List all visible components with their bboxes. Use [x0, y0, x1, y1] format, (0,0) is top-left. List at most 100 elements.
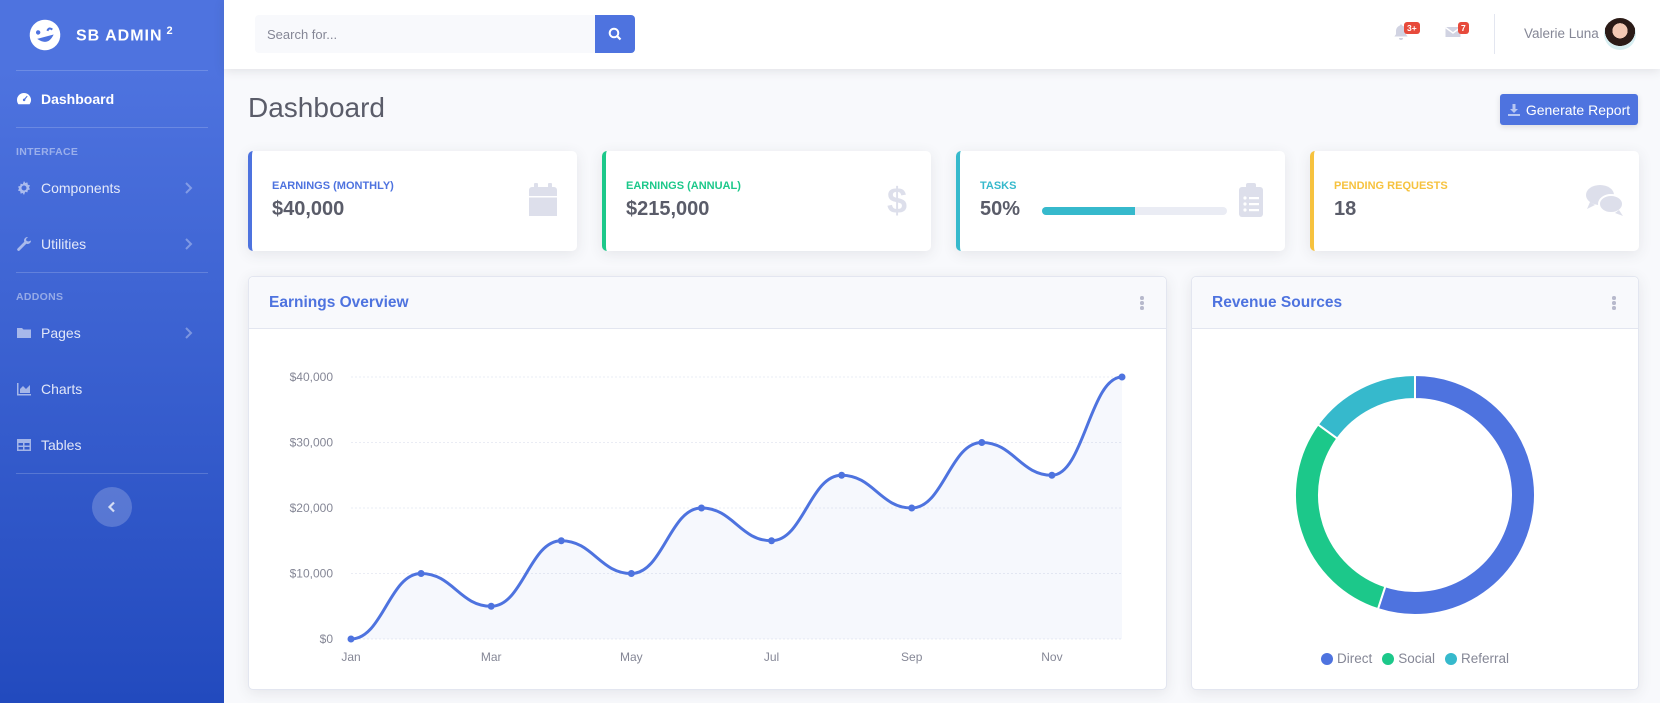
- messages-badge: 7: [1458, 22, 1469, 34]
- laugh-wink-icon: [29, 19, 61, 51]
- chevron-right-icon: [185, 327, 193, 339]
- stat-value: 18: [1334, 198, 1357, 220]
- donut-slice-social[interactable]: [1294, 423, 1387, 611]
- card-header: Earnings Overview: [249, 277, 1166, 329]
- legend-item-referral: Referral: [1445, 651, 1509, 666]
- dollar-icon: $: [887, 182, 907, 218]
- legend-dot: [1320, 652, 1333, 665]
- sidebar-item-label: Dashboard: [41, 91, 115, 107]
- sidebar-item-charts[interactable]: Charts: [0, 361, 224, 417]
- revenue-sources-card: Revenue Sources Direct Social Referral: [1191, 276, 1639, 690]
- y-tick-label: $20,000: [290, 501, 334, 515]
- stat-card-tasks: Tasks 50%: [956, 151, 1285, 251]
- data-point[interactable]: [838, 471, 846, 479]
- more-options-icon[interactable]: [1612, 296, 1616, 310]
- sidebar-heading-interface: Interface: [16, 146, 79, 158]
- tachometer-icon: [17, 93, 31, 105]
- search-form: [255, 15, 635, 53]
- donut-slice-referral[interactable]: [1316, 373, 1416, 440]
- sidebar-item-utilities[interactable]: Utilities: [0, 216, 224, 272]
- data-point[interactable]: [1118, 373, 1126, 381]
- page-title: Dashboard: [248, 92, 385, 123]
- topbar: 3+ 7 Valerie Luna: [224, 0, 1660, 69]
- earnings-area-chart: $0 $10,000 $20,000 $30,000 $40,000 Jan Mar May J…: [290, 370, 1126, 664]
- earnings-overview-card: Earnings Overview $0 $10,000 $20,000 $30,00…: [248, 276, 1167, 690]
- legend-dot: [1382, 652, 1395, 665]
- sidebar-item-label: Charts: [41, 381, 83, 397]
- sidebar-item-pages[interactable]: Pages: [0, 305, 224, 361]
- data-point[interactable]: [627, 570, 635, 577]
- sidebar-divider: [16, 70, 208, 71]
- brand-name: SB Admin 2: [76, 24, 174, 45]
- card-header: Revenue Sources: [1192, 277, 1638, 329]
- search-icon: [608, 27, 622, 41]
- brand[interactable]: SB Admin 2: [0, 0, 224, 70]
- y-tick-label: $30,000: [290, 436, 334, 450]
- sidebar-heading-addons: Addons: [16, 291, 64, 303]
- sidebar-item-label: Pages: [41, 325, 81, 341]
- stat-value: $40,000: [272, 198, 345, 220]
- sidebar-divider: [16, 473, 208, 474]
- legend-label: Social: [1398, 651, 1436, 666]
- legend-label: Direct: [1336, 651, 1373, 666]
- search-input[interactable]: [255, 15, 596, 53]
- data-point[interactable]: [417, 570, 425, 577]
- sidebar-item-tables[interactable]: Tables: [0, 417, 224, 473]
- data-point[interactable]: [487, 602, 495, 610]
- stat-label: Pending Requests: [1334, 180, 1448, 192]
- stat-label: Tasks: [980, 180, 1017, 192]
- x-tick-label: Jul: [764, 650, 779, 664]
- x-tick-label: Sep: [901, 650, 923, 664]
- table-icon: [17, 439, 31, 451]
- y-tick-label: $40,000: [290, 370, 334, 384]
- user-name[interactable]: Valerie Luna: [1524, 26, 1599, 41]
- generate-report-label: Generate Report: [1525, 101, 1631, 118]
- stat-card-pending-requests: Pending Requests 18: [1310, 151, 1639, 251]
- data-point[interactable]: [557, 537, 565, 545]
- more-options-icon[interactable]: [1140, 296, 1144, 310]
- chart-area-icon: [17, 383, 31, 396]
- x-tick-label: Nov: [1041, 650, 1062, 664]
- sidebar: SB Admin 2 Dashboard Interface Components…: [0, 0, 224, 703]
- area-fill: [351, 377, 1122, 639]
- folder-icon: [17, 328, 31, 338]
- data-point[interactable]: [1048, 471, 1056, 479]
- x-tick-label: Jan: [341, 650, 360, 664]
- tasks-progress-fill: [1042, 207, 1135, 215]
- stat-card-earnings-monthly: Earnings (Monthly) $40,000: [248, 151, 577, 251]
- legend-dot: [1445, 652, 1458, 665]
- x-tick-label: Mar: [481, 650, 502, 664]
- sidebar-toggle-button[interactable]: [92, 487, 132, 527]
- topbar-divider: [1494, 14, 1495, 54]
- revenue-donut-chart: [1294, 373, 1536, 616]
- data-point[interactable]: [978, 439, 986, 446]
- x-tick-label: May: [620, 650, 643, 664]
- alerts-badge: 3+: [1404, 22, 1420, 34]
- data-point[interactable]: [347, 635, 355, 643]
- card-title: Revenue Sources: [1212, 294, 1343, 311]
- donut-slice-direct[interactable]: [1376, 373, 1536, 616]
- data-point[interactable]: [908, 504, 916, 512]
- data-point[interactable]: [697, 504, 705, 512]
- sidebar-divider: [16, 272, 208, 273]
- legend-label: Referral: [1461, 651, 1510, 666]
- legend-item-social: Social: [1382, 651, 1435, 666]
- chevron-left-icon: [107, 501, 115, 513]
- clipboard-list-icon: [1239, 183, 1263, 217]
- avatar[interactable]: [1604, 18, 1636, 50]
- data-point[interactable]: [768, 537, 776, 545]
- tasks-progress-bar: [1042, 207, 1227, 215]
- generate-report-button[interactable]: Generate Report: [1500, 94, 1638, 125]
- search-button[interactable]: [595, 15, 635, 53]
- comments-icon: [1586, 185, 1624, 216]
- download-icon: [1507, 103, 1520, 116]
- calendar-icon: [529, 183, 557, 216]
- sidebar-item-dashboard[interactable]: Dashboard: [0, 71, 224, 127]
- cog-icon: [18, 181, 30, 195]
- svg-text:$: $: [887, 182, 907, 218]
- y-tick-label: $0: [320, 632, 334, 646]
- sidebar-item-label: Components: [41, 180, 121, 196]
- sidebar-item-components[interactable]: Components: [0, 160, 224, 216]
- wrench-icon: [17, 236, 32, 251]
- sidebar-divider: [16, 127, 208, 128]
